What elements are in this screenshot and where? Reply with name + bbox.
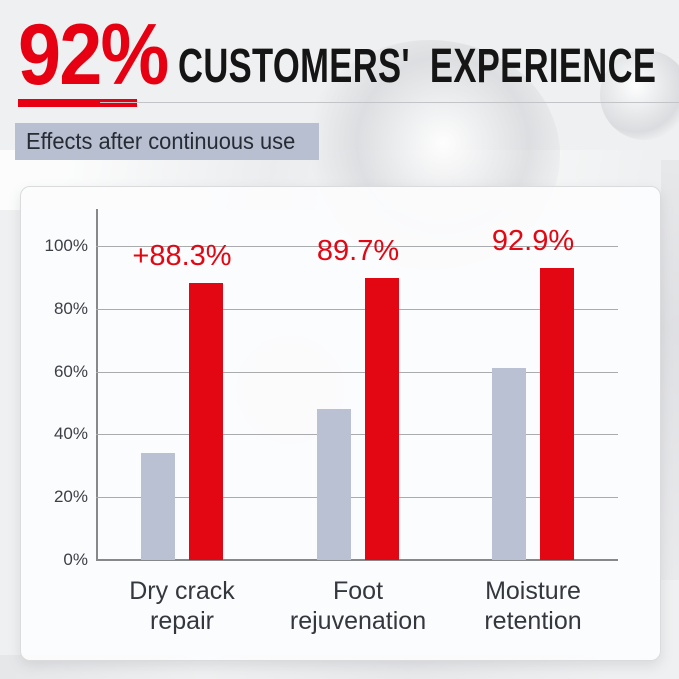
gridline	[96, 371, 618, 373]
gridline	[96, 308, 618, 310]
y-tick-label: 20%	[53, 487, 88, 507]
category-label-line: repair	[150, 607, 214, 635]
bar-value-label: 89.7%	[316, 235, 400, 268]
gridline	[96, 246, 618, 247]
background-product-edge	[661, 160, 679, 580]
stat-value: 92%	[18, 7, 169, 103]
chart-card: 100% 80% 60% 40% 20% 0% +88.3% Dry crack repair 8…	[20, 186, 661, 661]
accent-underline	[18, 99, 137, 107]
x-axis-line	[96, 559, 618, 561]
page-title: CUSTOMERS' EXPERIENCE	[178, 40, 657, 93]
bar-value-label: 92.9%	[491, 225, 575, 258]
y-tick-label: 100%	[44, 236, 88, 255]
category-label: Foot rejuvenation	[263, 576, 453, 636]
bar-red	[540, 268, 574, 560]
y-axis-line	[96, 209, 98, 560]
y-tick-label: 80%	[53, 298, 88, 318]
subtitle-chip: Effects after continuous use	[15, 123, 319, 160]
bar-gray	[141, 453, 175, 560]
y-tick-label: 60%	[53, 361, 88, 381]
category-label-line: retention	[484, 607, 582, 635]
bar-gray	[317, 409, 351, 560]
chart-area: 100% 80% 60% 40% 20% 0% +88.3% Dry crack repair 8…	[45, 209, 618, 635]
category-label-line: rejuvenation	[289, 607, 427, 635]
subtitle-label: Effects after continuous use	[26, 128, 296, 154]
y-tick-label: 0%	[63, 550, 88, 569]
gridline	[96, 434, 618, 436]
y-tick-label: 40%	[53, 424, 88, 444]
category-label-line: Foot	[332, 577, 384, 605]
bar-gray	[492, 368, 526, 560]
divider-line	[100, 102, 679, 103]
gridline	[96, 497, 618, 499]
category-label: Moisture retention	[438, 576, 628, 636]
bar-red	[189, 282, 223, 560]
bar-value-label: +88.3%	[132, 239, 232, 272]
category-label-line: Moisture	[485, 577, 581, 605]
category-label: Dry crack repair	[87, 576, 277, 636]
bar-red	[365, 278, 399, 560]
category-label-line: Dry crack	[129, 577, 235, 605]
